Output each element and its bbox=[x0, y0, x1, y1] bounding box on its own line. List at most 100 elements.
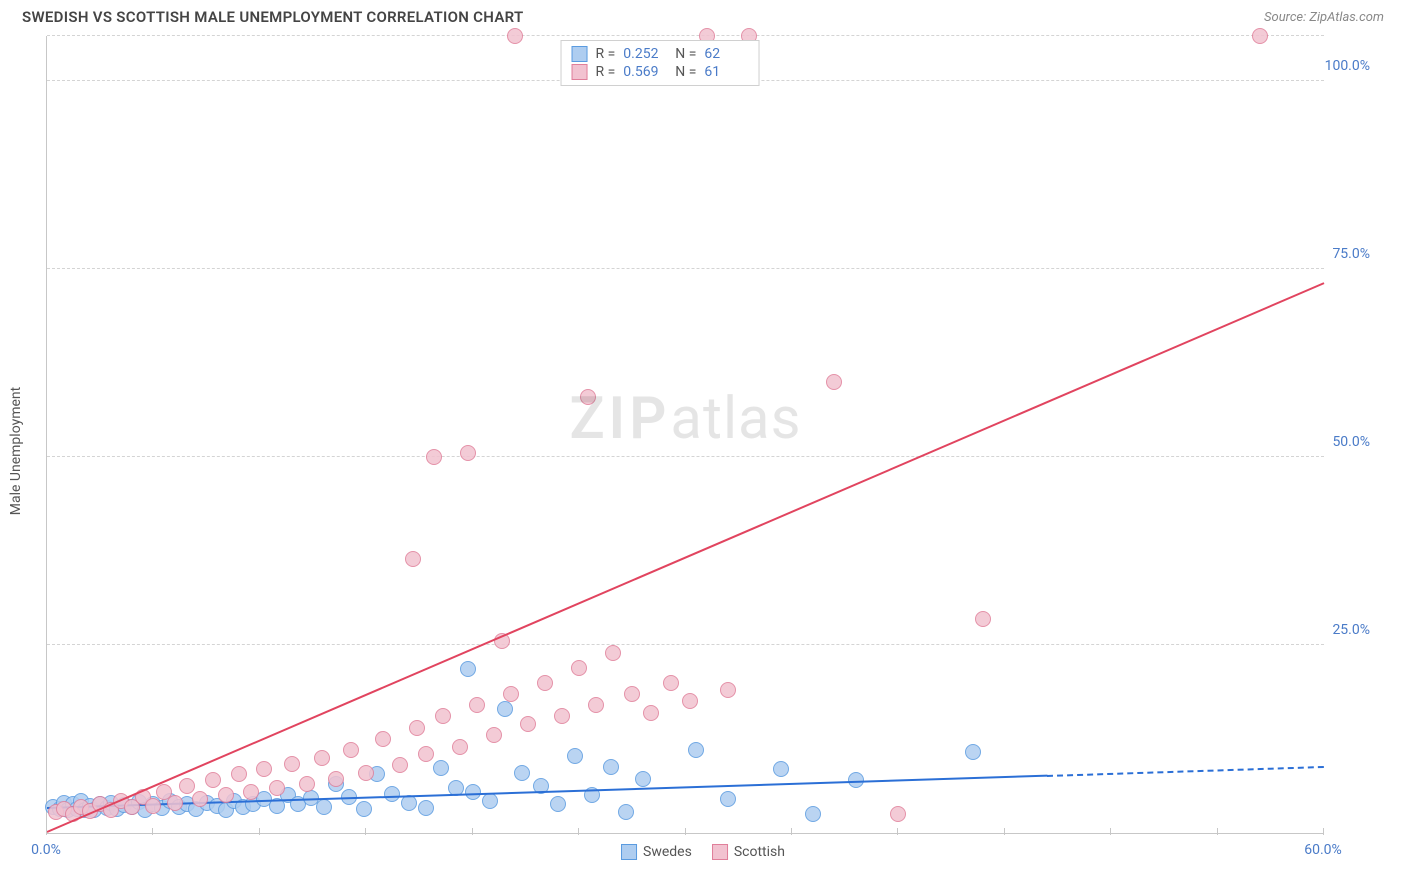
y-tick-label: 50.0% bbox=[1332, 434, 1370, 450]
data-point bbox=[773, 761, 789, 777]
data-point bbox=[205, 772, 221, 788]
x-tick-label: 0.0% bbox=[31, 842, 61, 858]
data-point bbox=[465, 784, 481, 800]
x-tick bbox=[578, 828, 579, 835]
data-point bbox=[550, 796, 566, 812]
data-point bbox=[243, 784, 259, 800]
data-point bbox=[435, 708, 451, 724]
data-point bbox=[179, 778, 195, 794]
data-point bbox=[720, 791, 736, 807]
data-point bbox=[826, 374, 842, 390]
data-point bbox=[426, 449, 442, 465]
data-point bbox=[328, 771, 344, 787]
data-point bbox=[375, 731, 391, 747]
legend-n-value: 61 bbox=[704, 64, 748, 80]
legend-swatch bbox=[571, 64, 587, 80]
legend-correlation: R = 0.252 N = 62R = 0.569 N = 61 bbox=[560, 40, 759, 86]
legend-item: Swedes bbox=[621, 844, 692, 860]
data-point bbox=[965, 744, 981, 760]
data-point bbox=[452, 739, 468, 755]
data-point bbox=[358, 765, 374, 781]
grid-line bbox=[47, 268, 1324, 269]
data-point bbox=[145, 798, 161, 814]
data-point bbox=[503, 686, 519, 702]
legend-r-value: 0.252 bbox=[623, 46, 667, 62]
data-point bbox=[460, 661, 476, 677]
data-point bbox=[482, 793, 498, 809]
legend-series: Swedes Scottish bbox=[621, 844, 785, 860]
data-point bbox=[567, 748, 583, 764]
data-point bbox=[343, 742, 359, 758]
data-point bbox=[256, 761, 272, 777]
plot-area: ZIPatlas R =0.252N =62R =0.569N =61 bbox=[46, 36, 1324, 834]
x-tick bbox=[1004, 828, 1005, 835]
legend-n-value: 62 bbox=[704, 46, 748, 62]
data-point bbox=[603, 759, 619, 775]
data-point bbox=[433, 760, 449, 776]
data-point bbox=[409, 720, 425, 736]
data-point bbox=[269, 780, 285, 796]
data-point bbox=[688, 742, 704, 758]
data-point bbox=[497, 701, 513, 717]
legend-item: Scottish bbox=[712, 844, 785, 860]
data-point bbox=[720, 682, 736, 698]
x-tick bbox=[472, 828, 473, 835]
data-point bbox=[554, 708, 570, 724]
x-tick bbox=[152, 828, 153, 835]
x-tick bbox=[791, 828, 792, 835]
data-point bbox=[514, 765, 530, 781]
data-point bbox=[486, 727, 502, 743]
data-point bbox=[635, 771, 651, 787]
chart-source: Source: ZipAtlas.com bbox=[1264, 10, 1384, 25]
data-point bbox=[299, 776, 315, 792]
data-point bbox=[507, 28, 523, 44]
data-point bbox=[418, 800, 434, 816]
x-tick bbox=[1217, 828, 1218, 835]
data-point bbox=[192, 791, 208, 807]
data-point bbox=[167, 795, 183, 811]
legend-swatch bbox=[712, 844, 728, 860]
data-point bbox=[643, 705, 659, 721]
grid-line bbox=[47, 456, 1324, 457]
legend-r-label: R = bbox=[595, 64, 615, 80]
data-point bbox=[805, 806, 821, 822]
legend-r-label: R = bbox=[595, 46, 615, 62]
data-point bbox=[890, 806, 906, 822]
x-tick bbox=[365, 828, 366, 835]
data-point bbox=[356, 801, 372, 817]
data-point bbox=[571, 660, 587, 676]
data-point bbox=[618, 804, 634, 820]
y-tick-label: 100.0% bbox=[1325, 58, 1370, 74]
data-point bbox=[605, 645, 621, 661]
data-point bbox=[1252, 28, 1268, 44]
y-tick-label: 75.0% bbox=[1332, 246, 1370, 262]
legend-row: R = 0.252 N = 62 bbox=[571, 45, 748, 63]
trend-line bbox=[47, 282, 1325, 833]
y-axis-label: Male Unemployment bbox=[8, 387, 24, 515]
legend-swatch bbox=[621, 844, 637, 860]
data-point bbox=[314, 750, 330, 766]
chart-title: SWEDISH VS SCOTTISH MALE UNEMPLOYMENT CO… bbox=[22, 8, 524, 26]
x-tick bbox=[46, 828, 47, 835]
data-point bbox=[384, 786, 400, 802]
data-point bbox=[588, 697, 604, 713]
legend-swatch bbox=[571, 46, 587, 62]
data-point bbox=[284, 756, 300, 772]
legend-r-value: 0.569 bbox=[623, 64, 667, 80]
chart-container: Male Unemployment ZIPatlas R =0.252N =62… bbox=[22, 36, 1384, 866]
data-point bbox=[418, 746, 434, 762]
x-tick bbox=[685, 828, 686, 835]
data-point bbox=[231, 766, 247, 782]
legend-n-label: N = bbox=[675, 46, 696, 62]
data-point bbox=[316, 799, 332, 815]
data-point bbox=[682, 693, 698, 709]
data-point bbox=[405, 551, 421, 567]
data-point bbox=[537, 675, 553, 691]
legend-label: Scottish bbox=[734, 844, 785, 860]
data-point bbox=[663, 675, 679, 691]
x-tick bbox=[897, 828, 898, 835]
data-point bbox=[460, 445, 476, 461]
data-point bbox=[580, 389, 596, 405]
legend-label: Swedes bbox=[643, 844, 692, 860]
data-point bbox=[624, 686, 640, 702]
